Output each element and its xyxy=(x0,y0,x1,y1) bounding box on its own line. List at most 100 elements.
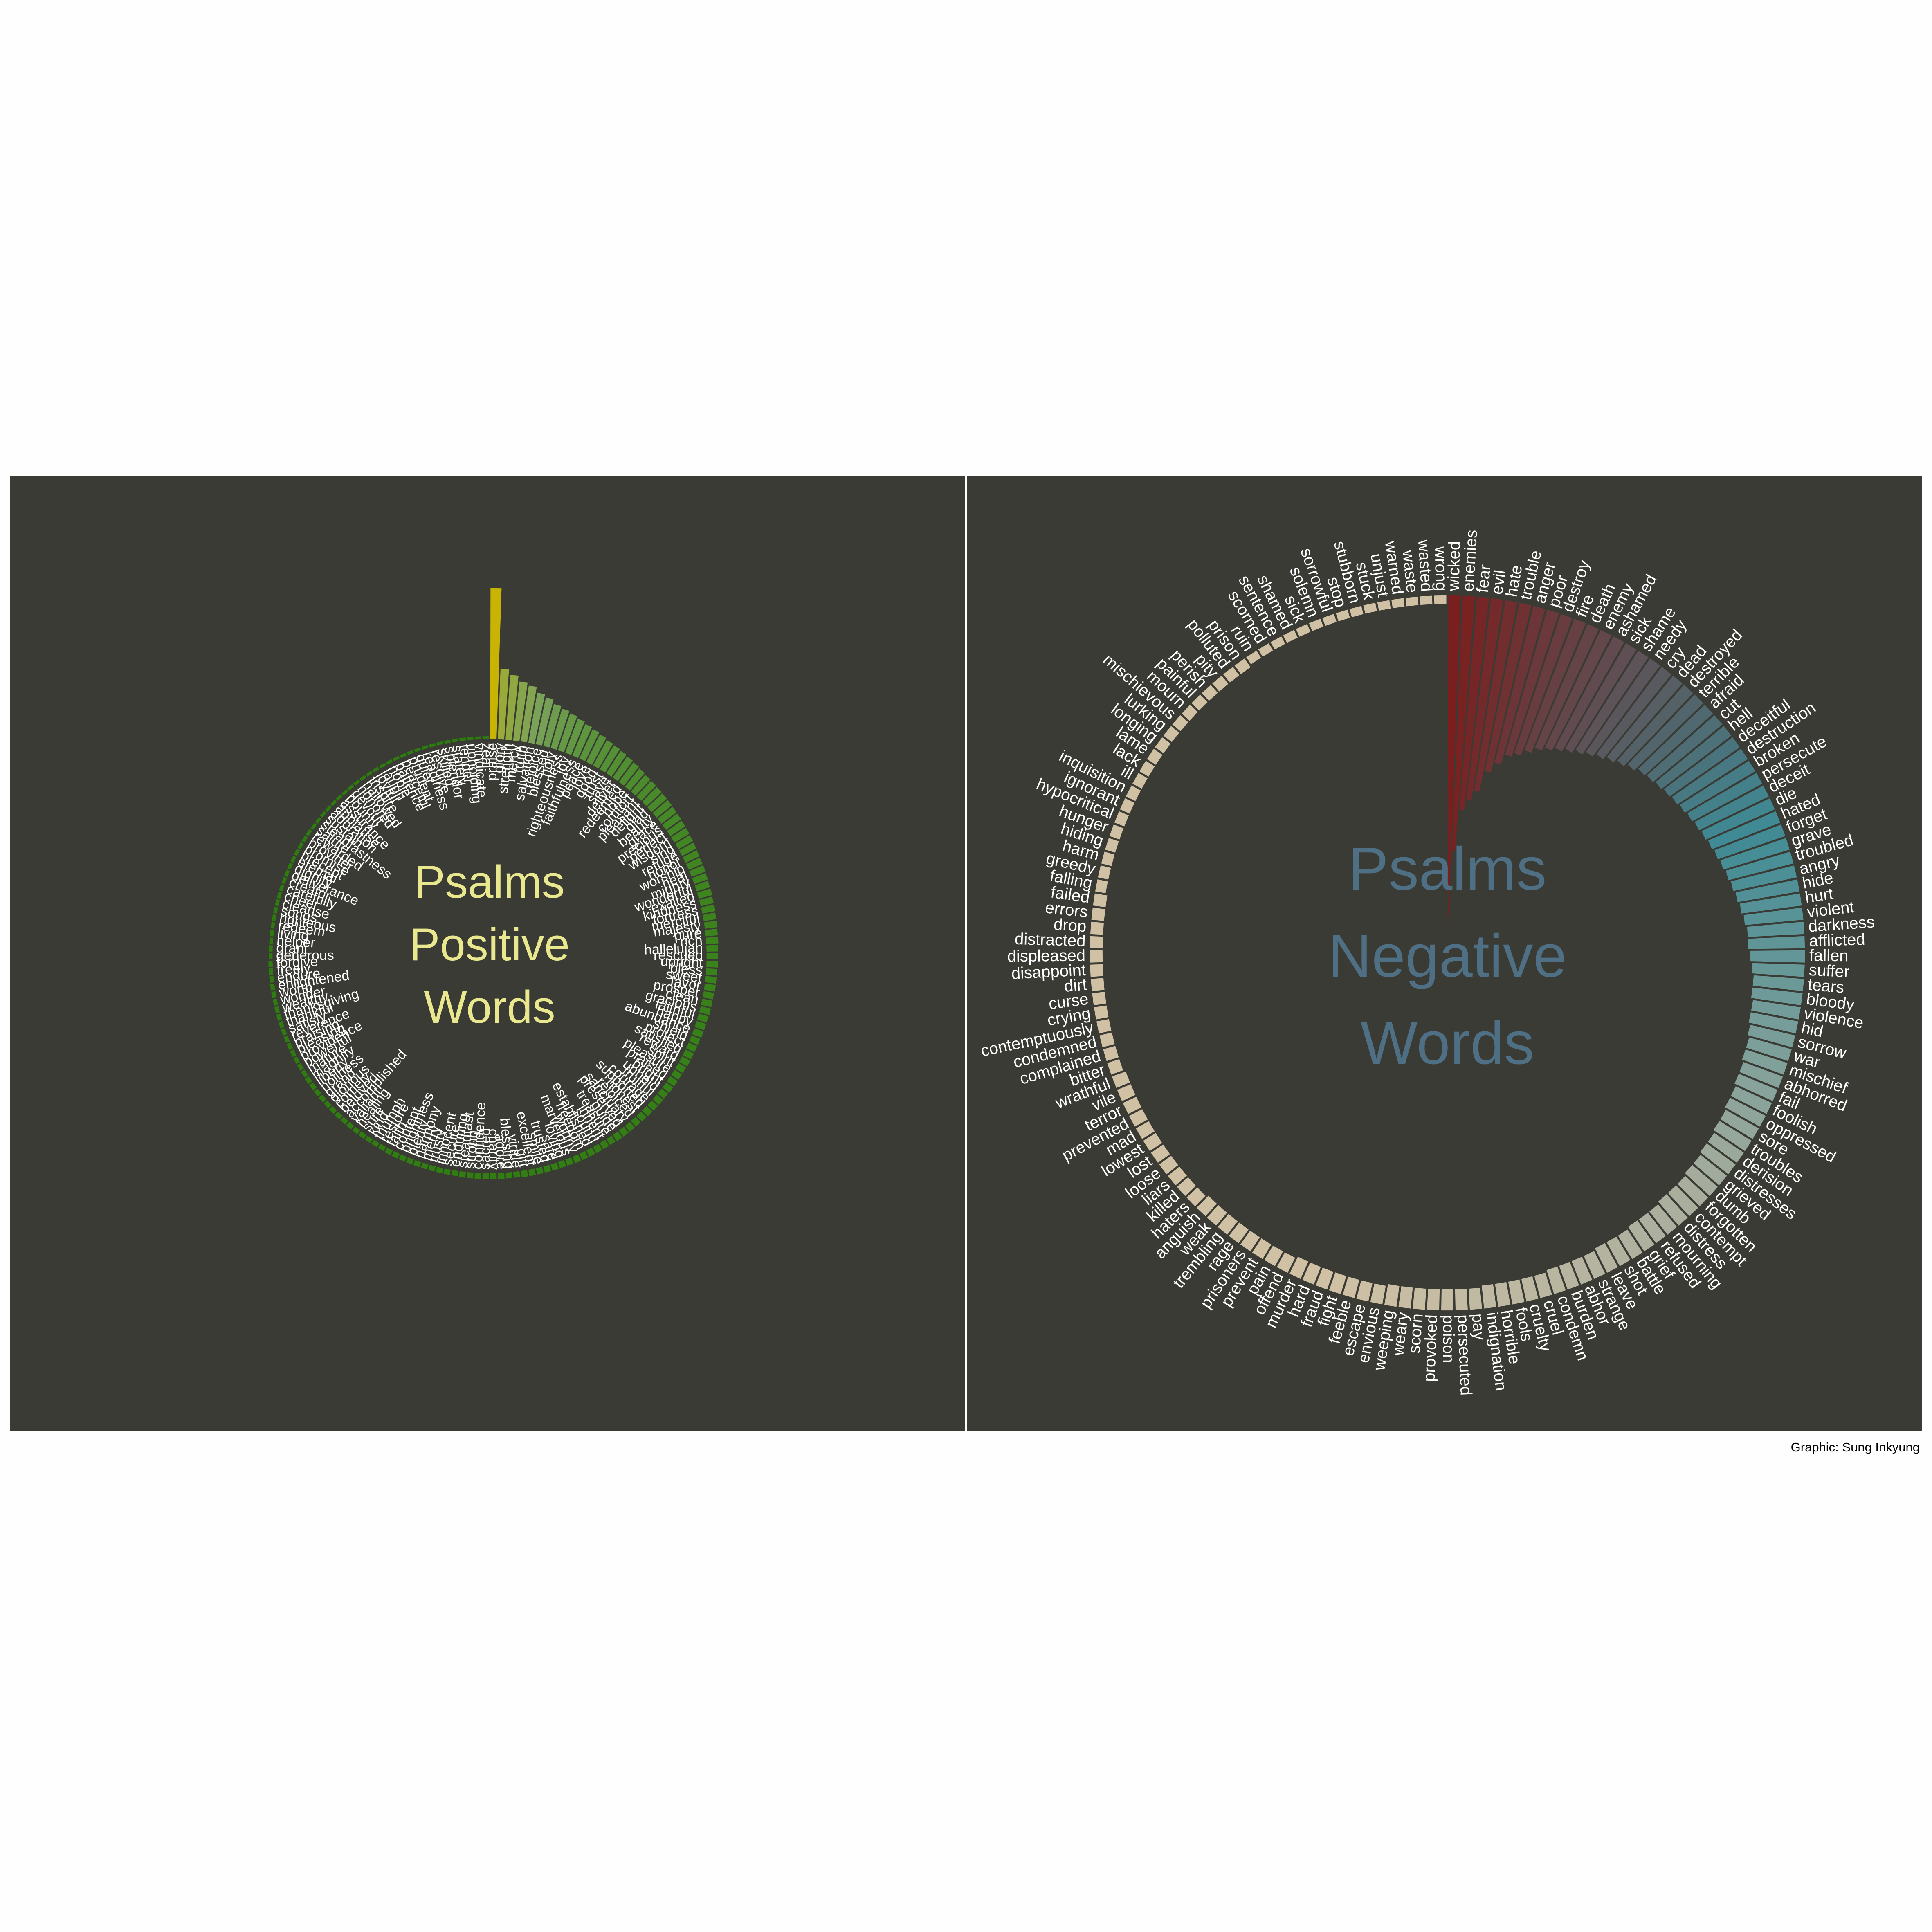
negative-bar-trembling xyxy=(1217,1213,1239,1236)
negative-title-line-3: Words xyxy=(1361,1009,1534,1077)
negative-bar-darkness xyxy=(1746,921,1805,938)
positive-bar-prosper xyxy=(702,990,715,1000)
positive-title-line-2: Positive xyxy=(409,919,570,970)
negative-label-disappoint: disappoint xyxy=(1011,961,1086,983)
negative-bar-destroy xyxy=(1513,613,1573,757)
positive-bar-save xyxy=(605,750,627,778)
positive-bar-adoration xyxy=(324,804,332,813)
positive-bar-sustain xyxy=(319,810,328,819)
positive-bar-sing xyxy=(674,834,694,850)
positive-bar-spirit xyxy=(674,1062,687,1074)
positive-bar-hallelujah xyxy=(705,944,719,953)
negative-bar-dead xyxy=(1606,674,1683,764)
negative-bar-sick xyxy=(1564,642,1638,754)
positive-bar-promise xyxy=(297,841,305,850)
positive-bar-holiness xyxy=(313,1087,323,1098)
positive-bar-skilled xyxy=(436,740,444,746)
negative-bar-crying xyxy=(1093,1004,1110,1020)
negative-bar-poor xyxy=(1504,609,1560,757)
negative-bar-ashamed xyxy=(1554,635,1625,753)
positive-bar-freedom xyxy=(578,1150,589,1161)
negative-bar-perish xyxy=(1201,684,1219,702)
positive-bar-majesty xyxy=(703,920,719,930)
positive-words-chart: praiseglorystrengthmercytruthsalvationre… xyxy=(10,476,965,1431)
negative-bar-hid xyxy=(1748,1011,1799,1034)
positive-bar-upheld xyxy=(656,1087,669,1100)
positive-bar-preserved xyxy=(618,1126,630,1138)
positive-bar-steadfastness xyxy=(314,816,323,825)
positive-bar-peaceful xyxy=(399,752,408,759)
positive-bar-providence xyxy=(292,1055,301,1065)
negative-bar-wicked xyxy=(1447,595,1462,936)
positive-bar-joy xyxy=(564,718,586,756)
negative-label-dirt: dirt xyxy=(1063,975,1087,995)
negative-bar-errors xyxy=(1090,907,1106,922)
negative-label-distracted: distracted xyxy=(1014,930,1086,950)
positive-bar-sacred xyxy=(481,1172,490,1180)
negative-bar-condemn xyxy=(1546,1265,1567,1295)
positive-bar-fortress xyxy=(700,903,717,914)
positive-bar-inherit xyxy=(599,1139,610,1150)
positive-title-line-1: Psalms xyxy=(414,856,564,908)
negative-label-displeased: displeased xyxy=(1007,946,1086,965)
positive-bar-rescued xyxy=(706,952,719,960)
negative-bar-pay xyxy=(1468,1287,1483,1311)
negative-bar-terrible xyxy=(1627,694,1704,772)
negative-bar-murder xyxy=(1288,1256,1310,1280)
positive-bar-strong xyxy=(466,1171,474,1179)
positive-bar-trust xyxy=(599,744,621,773)
negative-label-waste: waste xyxy=(1399,549,1421,593)
negative-bar-afflicted xyxy=(1747,935,1806,950)
negative-label-tears: tears xyxy=(1807,975,1845,997)
negative-bar-persecute xyxy=(1686,772,1764,822)
positive-bar-faithfulness xyxy=(571,723,593,759)
positive-bar-holy xyxy=(550,708,571,751)
negative-bar-grief xyxy=(1627,1220,1656,1252)
negative-bar-violent xyxy=(1743,907,1804,926)
positive-label-bless: bless xyxy=(669,960,703,978)
positive-bar-vindicate xyxy=(474,735,482,741)
negative-bar-forgotten xyxy=(1676,1175,1709,1207)
negative-bar-distracted xyxy=(1089,935,1104,949)
negative-bar-hate xyxy=(1473,599,1519,792)
positive-bar-wonderful xyxy=(694,880,711,892)
negative-bar-scorn xyxy=(1412,1287,1427,1311)
positive-bar-healing xyxy=(351,1126,361,1135)
negative-bar-harm xyxy=(1100,851,1116,867)
negative-bar-lurking xyxy=(1162,725,1180,743)
positive-bar-splendor xyxy=(443,739,452,745)
negative-bar-displeased xyxy=(1089,950,1103,964)
positive-bar-enlightened xyxy=(269,983,276,991)
negative-label-wicked: wicked xyxy=(1445,541,1463,591)
positive-bar-adore xyxy=(497,1172,505,1180)
negative-label-persecuted: persecuted xyxy=(1454,1314,1475,1396)
positive-bar-worthy xyxy=(571,1153,582,1164)
negative-bar-pain xyxy=(1263,1245,1284,1267)
positive-bar-blessed xyxy=(542,703,562,748)
negative-bar-evil xyxy=(1465,597,1504,802)
positive-bar-powerful xyxy=(296,1062,305,1072)
negative-label-provoked: provoked xyxy=(1420,1314,1441,1382)
negative-label-wasted: wasted xyxy=(1415,539,1436,592)
negative-bar-sentence xyxy=(1269,635,1286,651)
negative-bar-warned xyxy=(1391,597,1406,609)
positive-bar-honored xyxy=(352,778,361,787)
negative-label-suffer: suffer xyxy=(1808,961,1850,981)
negative-bar-haters xyxy=(1186,1186,1206,1207)
positive-label-generous: generous xyxy=(276,948,334,963)
positive-bar-rewarded xyxy=(305,828,313,837)
negative-bar-hurt xyxy=(1739,892,1803,914)
negative-label-enemies: enemies xyxy=(1459,529,1481,592)
negative-label-pay: pay xyxy=(1468,1313,1488,1341)
negative-bar-lame xyxy=(1146,748,1164,766)
positive-bar-cheer xyxy=(276,891,283,900)
negative-bar-destruction xyxy=(1671,748,1749,806)
negative-label-wrong: wrong xyxy=(1431,546,1450,591)
positive-bar-joyful xyxy=(371,766,380,773)
positive-label-confidence: confidence xyxy=(470,1102,489,1170)
negative-bar-cruelty xyxy=(1521,1275,1539,1303)
negative-bar-anguish xyxy=(1195,1195,1218,1217)
positive-bar-stately xyxy=(451,737,459,743)
positive-bar-perfect xyxy=(666,820,686,837)
positive-bar-devout xyxy=(346,783,355,792)
